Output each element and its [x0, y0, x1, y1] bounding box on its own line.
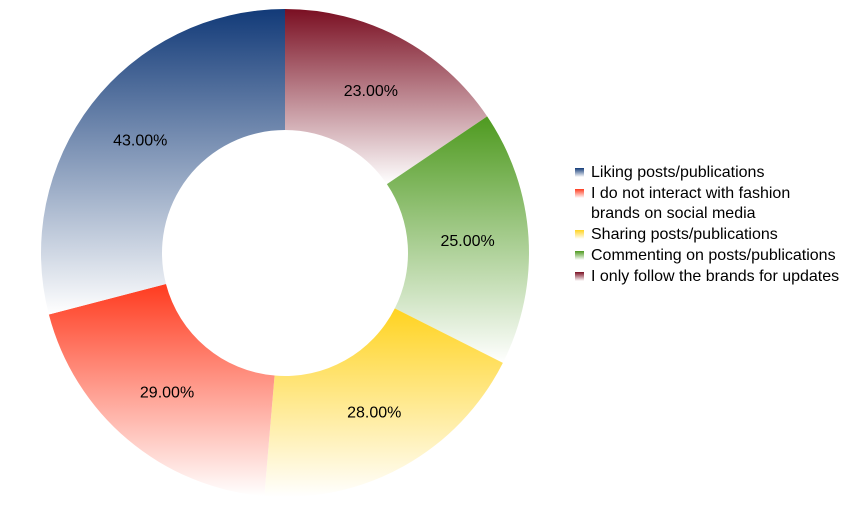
chart-slices: [41, 9, 529, 497]
legend-item-liking-posts-publications: Liking posts/publications: [573, 163, 841, 183]
legend-label: I do not interact with fashion brands on…: [591, 185, 791, 222]
legend-item-i-only-follow-the-brands-for-updates: I only follow the brands for updates: [573, 267, 841, 287]
legend-swatch: [575, 168, 584, 177]
legend-swatch: [575, 251, 584, 260]
slice-label-sharing-posts-publications: 28.00%: [347, 404, 401, 421]
legend-item-i-do-not-interact-with-fashion-brands-on-social-media: I do not interact with fashion brands on…: [573, 184, 841, 224]
slice-label-i-only-follow-the-brands-for-updates: 23.00%: [344, 83, 398, 100]
legend-swatch: [575, 272, 584, 281]
slice-commenting-on-posts-publications: [386, 116, 529, 363]
chart-legend: Liking posts/publications I do not intera…: [573, 163, 841, 288]
legend-label: I only follow the brands for updates: [591, 268, 840, 285]
slice-label-commenting-on-posts-publications: 25.00%: [440, 233, 494, 250]
slice-liking-posts-publications: [41, 9, 286, 315]
slice-sharing-posts-publications: [264, 308, 503, 497]
legend-item-sharing-posts-publications: Sharing posts/publications: [573, 225, 841, 245]
legend-item-commenting-on-posts-publications: Commenting on posts/publications: [573, 246, 841, 266]
legend-swatch: [575, 189, 584, 198]
slice-label-i-do-not-interact-with-fashion-brands-on-social-media: 29.00%: [140, 384, 194, 401]
legend-label: Sharing posts/publications: [591, 226, 778, 243]
legend-swatch: [575, 230, 584, 239]
legend-label: Liking posts/publications: [591, 164, 765, 181]
slice-i-do-not-interact-with-fashion-brands-on-social-media: [48, 283, 275, 497]
slice-label-liking-posts-publications: 43.00%: [113, 133, 167, 150]
slice-i-only-follow-the-brands-for-updates: [285, 9, 488, 185]
legend-label: Commenting on posts/publications: [591, 247, 836, 264]
chart-slice-labels: 23.00% 25.00% 28.00% 29.00% 43.00%: [113, 83, 495, 421]
